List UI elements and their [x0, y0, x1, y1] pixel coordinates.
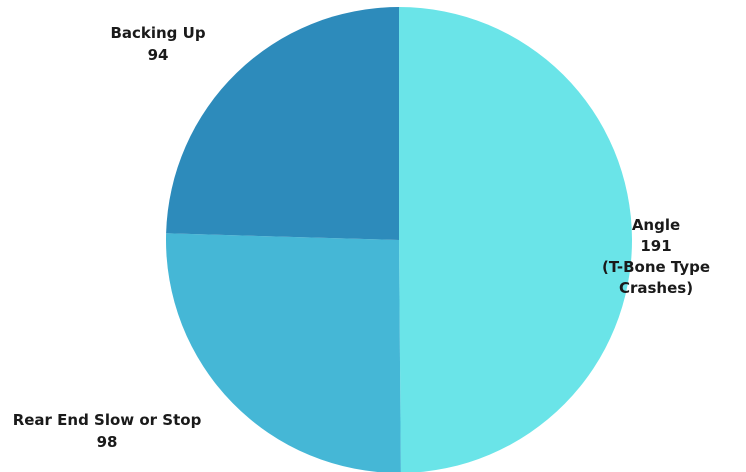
slice-category-label: Angle	[632, 216, 680, 234]
pie-slices	[166, 7, 632, 472]
slice-note-label: (T-Bone Type	[602, 258, 710, 276]
slice-value-label: 98	[97, 433, 118, 451]
pie-slice-backing-up	[166, 7, 399, 240]
slice-value-label: 191	[640, 237, 671, 255]
slice-note-label: Crashes)	[619, 279, 693, 297]
slice-label-rear-end-slow-or-stop: Rear End Slow or Stop 98	[13, 411, 202, 451]
slice-label-angle: Angle 191 (T-Bone Type Crashes)	[602, 216, 710, 297]
slice-category-label: Backing Up	[110, 24, 205, 42]
slice-category-label: Rear End Slow or Stop	[13, 411, 202, 429]
slice-label-backing-up: Backing Up 94	[110, 24, 205, 64]
pie-slice-angle	[399, 7, 632, 472]
slice-value-label: 94	[148, 46, 169, 64]
pie-slice-rear-end-slow-or-stop	[166, 233, 401, 472]
slice-labels: Angle 191 (T-Bone Type Crashes) Rear End Slo…	[13, 24, 710, 451]
